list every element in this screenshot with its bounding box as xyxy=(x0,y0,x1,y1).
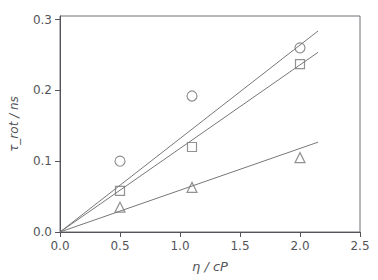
svg-text:1.0: 1.0 xyxy=(170,239,189,253)
svg-text:2.0: 2.0 xyxy=(290,239,309,253)
svg-text:0.1: 0.1 xyxy=(33,154,52,168)
svg-text:2.5: 2.5 xyxy=(350,239,369,253)
svg-text:0.0: 0.0 xyxy=(33,225,52,239)
svg-text:0.3: 0.3 xyxy=(33,13,52,27)
svg-text:0.5: 0.5 xyxy=(110,239,129,253)
svg-text:τ_rot / ns: τ_rot / ns xyxy=(7,96,21,152)
svg-text:0.2: 0.2 xyxy=(33,83,52,97)
svg-text:η / cP: η / cP xyxy=(192,259,228,274)
svg-text:1.5: 1.5 xyxy=(230,239,249,253)
svg-text:0.0: 0.0 xyxy=(50,239,69,253)
